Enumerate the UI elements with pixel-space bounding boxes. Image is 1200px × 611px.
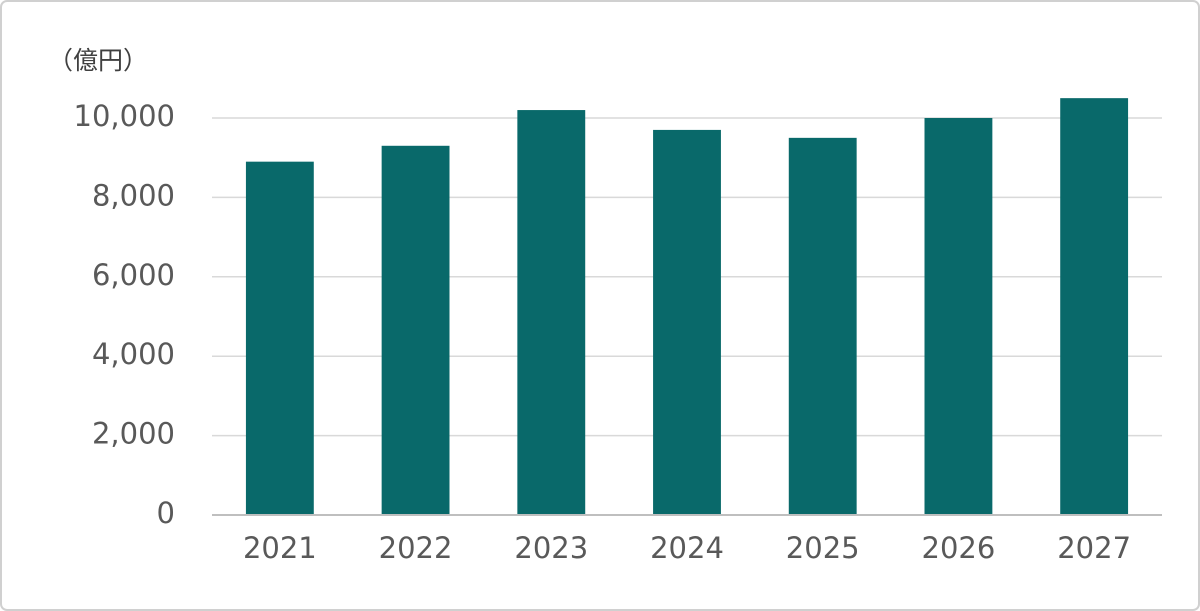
x-tick-label: 2025 [786, 531, 860, 565]
bar [517, 110, 586, 515]
bar [924, 118, 993, 515]
x-tick-label: 2027 [1057, 531, 1131, 565]
bar [381, 145, 450, 516]
bar [245, 161, 314, 516]
y-axis-unit: （億円） [48, 46, 148, 75]
bar [788, 137, 857, 515]
bar [1060, 98, 1129, 516]
y-tick-label: 6,000 [92, 258, 175, 292]
y-tick-label: 8,000 [92, 178, 175, 212]
x-tick-label: 2024 [650, 531, 724, 565]
x-tick-label: 2022 [379, 531, 453, 565]
y-tick-label: 0 [157, 496, 175, 530]
x-tick-label: 2021 [243, 531, 317, 565]
y-tick-label: 10,000 [74, 99, 175, 133]
y-tick-label: 2,000 [92, 417, 175, 451]
bar [653, 129, 721, 515]
x-tick-label: 2026 [922, 531, 996, 565]
x-tick-label: 2023 [514, 531, 588, 565]
y-tick-label: 4,000 [92, 337, 175, 371]
